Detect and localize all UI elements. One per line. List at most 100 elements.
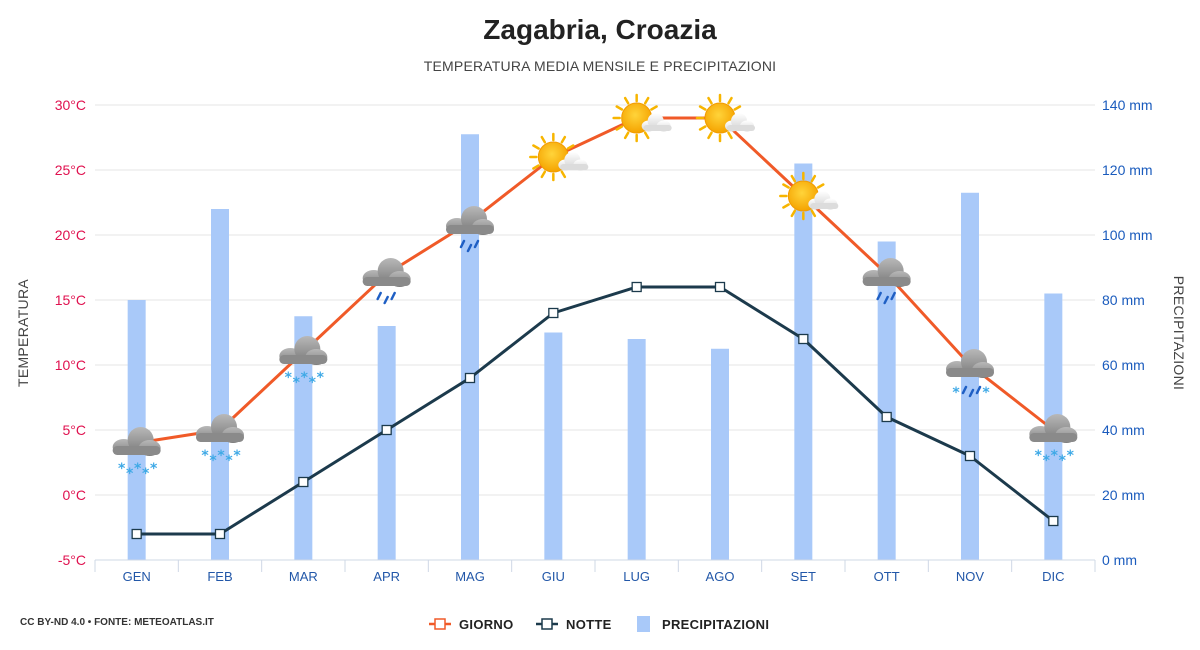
x-tick-label: GIU xyxy=(542,569,565,584)
sun-cloud-icon xyxy=(695,93,755,143)
svg-text:*: * xyxy=(285,370,293,386)
series-line xyxy=(136,116,1055,445)
y-left-tick-label: 30°C xyxy=(55,97,86,113)
x-tick-label: MAG xyxy=(455,569,485,584)
cloud-rain-icon xyxy=(862,258,911,305)
svg-text:*: * xyxy=(1059,453,1067,469)
legend-giorno[interactable]: GIORNO xyxy=(429,617,514,632)
data-point[interactable] xyxy=(381,424,392,436)
sun-cloud-icon xyxy=(779,171,839,221)
y-left-tick-label: 5°C xyxy=(63,422,87,438)
svg-text:*: * xyxy=(1043,453,1051,469)
cloud-sleet-icon: * * xyxy=(946,349,994,401)
svg-text:*: * xyxy=(293,375,301,391)
sun-cloud-icon xyxy=(529,132,589,182)
data-point[interactable] xyxy=(214,528,226,540)
data-point[interactable] xyxy=(881,411,892,423)
weather-icons: * * * * ** * * * ** * * * ** ** * * * * xyxy=(112,93,1078,482)
legend: GIORNO NOTTE PRECIPITAZIONI xyxy=(429,616,769,632)
cloud-snow-icon: * * * * * xyxy=(1029,414,1078,469)
axes: -5°C 0°C 5°C 10°C 15°C 20°C 25°C 30°C 0 mm 20 mm 4… xyxy=(55,97,1153,584)
grid xyxy=(95,104,1095,496)
svg-text:*: * xyxy=(952,385,960,401)
chart-title: Zagabria, Croazia xyxy=(483,14,717,45)
svg-text:*: * xyxy=(301,370,309,386)
y-right-tick-label: 140 mm xyxy=(1102,97,1153,113)
legend-notte[interactable]: NOTTE xyxy=(536,617,612,632)
precip-bar[interactable] xyxy=(461,134,479,560)
legend-precipitazioni[interactable]: PRECIPITAZIONI xyxy=(637,616,769,632)
cloud-rain-icon xyxy=(446,206,494,253)
precip-bar[interactable] xyxy=(794,163,813,561)
x-tick-label: GEN xyxy=(123,569,151,584)
legend-label-notte: NOTTE xyxy=(566,617,612,632)
data-point[interactable] xyxy=(298,476,309,488)
x-tick-label: FEB xyxy=(207,569,232,584)
y-left-tick-label: 0°C xyxy=(63,487,87,503)
y-right-tick-label: 60 mm xyxy=(1102,357,1145,373)
precip-bar[interactable] xyxy=(627,339,646,560)
precip-bar[interactable] xyxy=(211,209,229,560)
x-tick-label: MAR xyxy=(289,569,318,584)
y-right-axis-title: PRECIPITAZIONI xyxy=(1171,276,1187,390)
precip-bar[interactable] xyxy=(544,332,563,561)
y-right-tick-label: 40 mm xyxy=(1102,422,1145,438)
precip-bars xyxy=(127,134,1063,561)
legend-label-giorno: GIORNO xyxy=(459,617,514,632)
data-point[interactable] xyxy=(1048,515,1059,527)
svg-text:*: * xyxy=(126,466,134,482)
x-tick-label: LUG xyxy=(623,569,650,584)
precip-bar[interactable] xyxy=(877,241,896,561)
svg-text:*: * xyxy=(201,448,209,464)
y-right-tick-label: 0 mm xyxy=(1102,552,1137,568)
y-right-tick-label: 120 mm xyxy=(1102,162,1153,178)
y-right-tick-label: 100 mm xyxy=(1102,227,1153,243)
x-tick-label: SET xyxy=(791,569,816,584)
svg-text:*: * xyxy=(982,385,990,401)
precip-bar[interactable] xyxy=(711,348,729,560)
x-tick-label: NOV xyxy=(956,569,985,584)
svg-text:*: * xyxy=(317,370,325,386)
source-credit: CC BY-ND 4.0 • FONTE: METEOATLAS.IT xyxy=(20,617,214,628)
legend-label-precipitazioni: PRECIPITAZIONI xyxy=(662,617,769,632)
y-left-axis-title: TEMPERATURA xyxy=(15,279,31,387)
series-line xyxy=(136,285,1055,536)
y-left-tick-label: -5°C xyxy=(58,552,86,568)
svg-text:*: * xyxy=(1051,448,1059,464)
data-point[interactable] xyxy=(964,450,976,462)
y-right-tick-label: 80 mm xyxy=(1102,292,1145,308)
x-tick-label: AGO xyxy=(706,569,735,584)
sun-cloud-icon xyxy=(612,93,672,143)
svg-text:*: * xyxy=(309,375,317,391)
x-tick-label: APR xyxy=(373,569,400,584)
svg-text:*: * xyxy=(134,461,142,477)
svg-text:*: * xyxy=(209,453,217,469)
data-point[interactable] xyxy=(798,333,809,345)
precip-bar[interactable] xyxy=(377,326,396,560)
chart-subtitle: TEMPERATURA MEDIA MENSILE E PRECIPITAZIO… xyxy=(423,58,777,74)
data-point[interactable] xyxy=(548,307,559,319)
svg-text:*: * xyxy=(217,448,225,464)
svg-text:*: * xyxy=(118,461,126,477)
svg-text:*: * xyxy=(233,448,241,464)
precip-bar[interactable] xyxy=(294,316,313,560)
svg-text:*: * xyxy=(1067,448,1075,464)
data-point[interactable] xyxy=(714,281,726,293)
svg-text:*: * xyxy=(142,466,150,482)
data-point[interactable] xyxy=(631,281,642,293)
cloud-snow-icon: * * * * * xyxy=(112,427,161,482)
svg-text:*: * xyxy=(150,461,158,477)
y-left-tick-label: 20°C xyxy=(55,227,86,243)
temperature-lines xyxy=(131,116,1059,540)
cloud-rain-icon xyxy=(362,258,411,305)
x-tick-label: DIC xyxy=(1042,569,1064,584)
cloud-snow-icon: * * * * * xyxy=(279,336,328,391)
y-left-tick-label: 25°C xyxy=(55,162,86,178)
cloud-snow-icon: * * * * * xyxy=(196,414,244,469)
svg-text:*: * xyxy=(225,453,233,469)
y-right-tick-label: 20 mm xyxy=(1102,487,1145,503)
y-left-tick-label: 15°C xyxy=(55,292,86,308)
data-point[interactable] xyxy=(464,372,476,384)
data-point[interactable] xyxy=(131,528,142,540)
